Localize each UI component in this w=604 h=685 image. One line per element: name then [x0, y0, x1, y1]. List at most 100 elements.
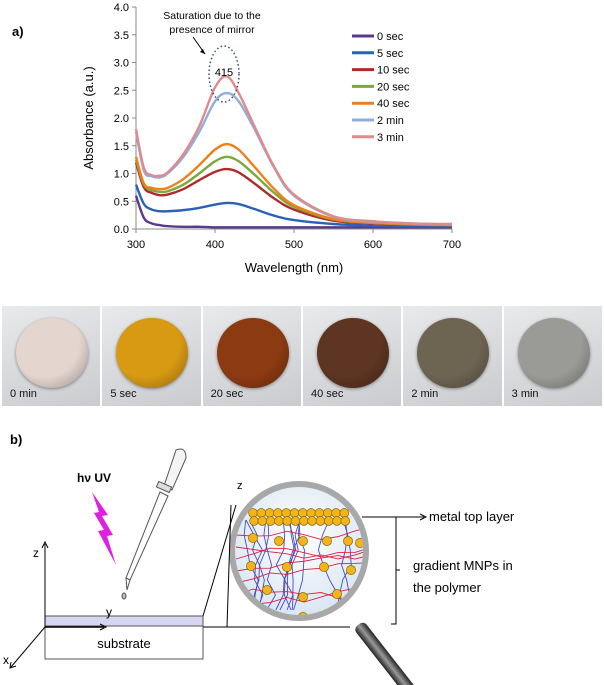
metal-particle: [264, 508, 275, 518]
legend-label: 0 sec: [377, 31, 404, 43]
nanoparticle: [246, 561, 256, 571]
sample-photo: 2 min: [403, 306, 502, 406]
dropper-icon: [121, 448, 187, 600]
metal-particle: [306, 508, 316, 518]
substrate-label: substrate: [97, 636, 150, 651]
polymer-chain: [263, 519, 277, 611]
series-line-40-sec: [134, 142, 453, 226]
series-line-5-sec: [134, 184, 453, 228]
metal-particle: [282, 516, 292, 526]
metal-particle: [281, 508, 291, 518]
annotation-line1: Saturation due to the: [163, 10, 261, 22]
y-tick-label: 4.0: [114, 2, 129, 14]
crosslink-chain: [235, 546, 363, 560]
saturation-annotation: Saturation due to the presence of mirror…: [163, 10, 261, 103]
axis-y-label: y: [106, 605, 112, 619]
metal-particle: [257, 516, 267, 526]
uv-light-label: hν UV: [77, 471, 111, 485]
metal-particle: [307, 516, 317, 526]
panel-b-label: b): [10, 432, 23, 447]
y-tick-label: 2.5: [114, 85, 129, 97]
polymer-chain: [275, 519, 292, 611]
metal-particle: [290, 516, 301, 526]
metal-particle: [331, 508, 341, 518]
y-axis-label: Absorbance (a.u.): [81, 66, 96, 169]
x-tick-label: 600: [364, 239, 382, 251]
crosslink-chain: [235, 561, 363, 584]
y-tick-label: 1.0: [114, 169, 129, 181]
inner-axis-z-label: z: [237, 480, 243, 492]
sample-label: 40 sec: [310, 388, 344, 400]
nanoparticle: [319, 562, 329, 572]
sample-photo: 20 sec: [202, 306, 301, 406]
nanoparticle: [248, 533, 258, 543]
metal-particle: [314, 508, 325, 518]
x-tick-label: 300: [127, 239, 145, 251]
nanoparticle: [332, 589, 342, 599]
gradient-label-line2: the polymer: [413, 580, 482, 595]
metal-particle: [332, 516, 342, 526]
metal-particle: [339, 508, 349, 518]
nanoparticle: [262, 585, 272, 595]
legend-label: 40 sec: [377, 98, 410, 110]
y-tick-label: 1.5: [114, 141, 129, 153]
polymer-chain: [293, 519, 305, 611]
sample-disc: [316, 318, 389, 388]
metal-particle: [249, 516, 259, 526]
metal-particle: [315, 516, 326, 526]
legend-label: 3 min: [377, 132, 404, 144]
photo-strip: 0 min 5 sec 20 sec 40 sec 2 min 3 min: [2, 306, 602, 406]
polymer-chain: [249, 519, 260, 611]
nanoparticle: [346, 565, 356, 575]
sample-label: 0 min: [10, 388, 37, 400]
nanoparticle: [298, 592, 308, 602]
metal-particle: [289, 508, 300, 518]
sample-photo: 5 sec: [102, 306, 201, 406]
y-tick-label: 3.0: [114, 58, 129, 70]
process-diagram: substrate z y x hν UV z metal top layer …: [3, 448, 515, 685]
coordinate-axes: [9, 540, 108, 669]
sample-label: 3 min: [511, 388, 539, 400]
sample-disc: [517, 318, 590, 388]
sample-label: 5 sec: [110, 388, 137, 400]
sample-disc: [417, 318, 490, 388]
metal-particle: [273, 508, 283, 518]
x-tick-label: 700: [443, 239, 461, 251]
sample-disc: [116, 318, 189, 388]
y-tick-label: 3.5: [114, 30, 129, 42]
axis-x-label: x: [3, 653, 9, 667]
absorbance-chart: 0.0 0.5 1.0 1.5 2.0 2.5 3.0 3.5 4.0 300 400 500 600 7…: [81, 2, 461, 275]
sample-label: 20 sec: [210, 388, 244, 400]
inner-z-axis: [226, 504, 232, 628]
legend-label: 10 sec: [377, 65, 410, 77]
nanoparticle: [343, 536, 353, 546]
nanoparticle: [298, 536, 308, 546]
nanoparticle-polymer-view: [235, 508, 363, 615]
metal-particle: [256, 508, 266, 518]
crosslink-chain: [235, 546, 363, 560]
axis-z-label: z: [33, 546, 39, 560]
legend-label: 5 sec: [377, 48, 404, 60]
metal-particle: [299, 516, 309, 526]
sample-photo: 3 min: [503, 306, 602, 406]
metal-particle: [298, 508, 308, 518]
saturation-ellipse: [208, 45, 240, 103]
y-tick-label: 2.0: [114, 113, 129, 125]
lightning-icon: [92, 492, 116, 565]
x-axis-label: Wavelength (nm): [245, 260, 344, 275]
magnifier-handle: [355, 622, 420, 685]
sample-photo: 0 min: [2, 306, 101, 406]
x-tick-label: 400: [206, 239, 224, 251]
sample-label: 2 min: [411, 388, 439, 400]
y-tick-label: 0.0: [114, 224, 129, 236]
metal-particle: [265, 516, 276, 526]
sample-disc: [16, 318, 88, 388]
metal-particle: [340, 516, 350, 526]
legend-label: 20 sec: [377, 81, 410, 93]
y-tick-label: 0.5: [114, 196, 129, 208]
metal-particle: [274, 516, 284, 526]
series-line-3-min: [134, 75, 453, 226]
crosslink-chain: [235, 554, 363, 572]
nanoparticle: [274, 536, 284, 546]
metal-particle: [323, 508, 333, 518]
